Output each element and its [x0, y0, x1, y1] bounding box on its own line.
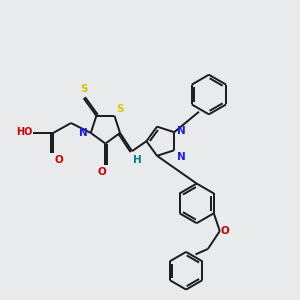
Text: HO: HO	[16, 127, 32, 137]
Text: O: O	[221, 226, 230, 236]
Text: H: H	[133, 155, 142, 165]
Text: N: N	[79, 128, 88, 138]
Text: O: O	[97, 167, 106, 177]
Text: S: S	[80, 84, 87, 94]
Text: N: N	[177, 152, 186, 162]
Text: N: N	[177, 126, 186, 136]
Text: O: O	[54, 155, 63, 165]
Text: S: S	[116, 104, 124, 114]
